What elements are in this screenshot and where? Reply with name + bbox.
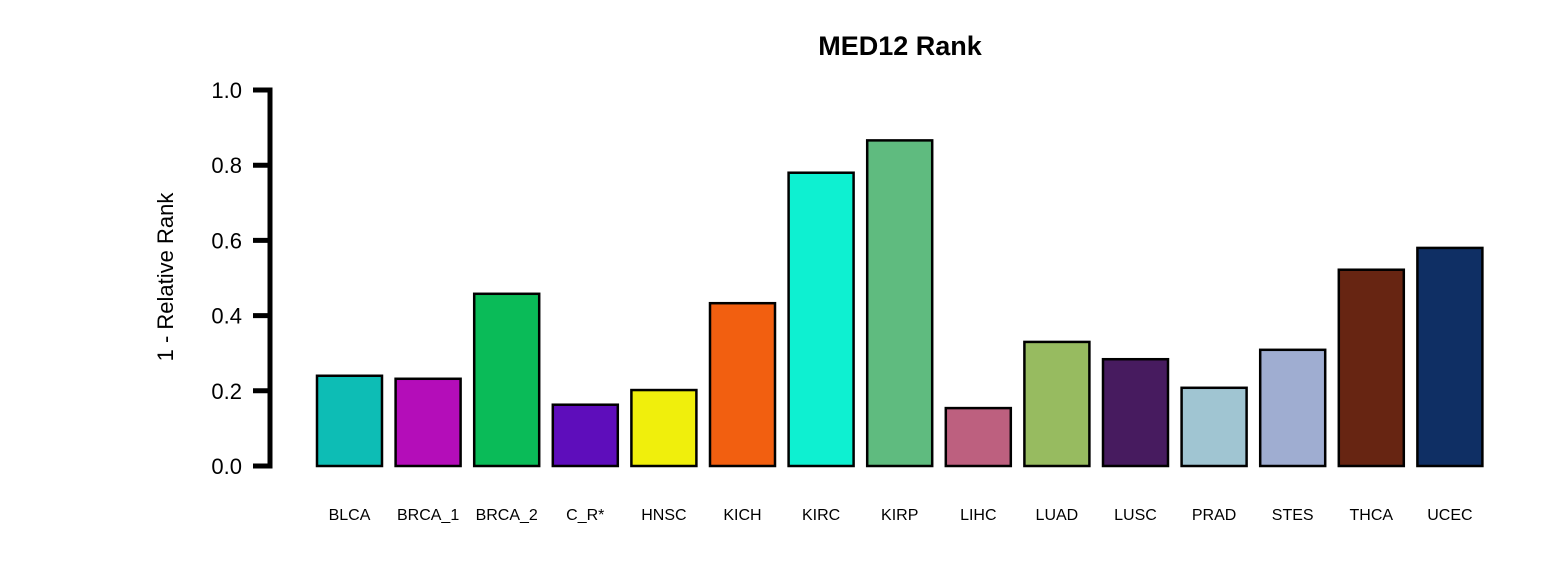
y-axis: 0.0 0.2 0.4 0.6 0.8 1.0 xyxy=(211,78,273,479)
x-tick-label: THCA xyxy=(1350,507,1394,524)
bar-luad xyxy=(1023,340,1091,468)
bar-hnsc xyxy=(630,388,698,468)
bar-prad xyxy=(1180,386,1248,468)
bar-brca-2 xyxy=(472,292,541,468)
y-tick-label: 0.8 xyxy=(211,153,242,178)
x-tick-label: PRAD xyxy=(1192,507,1236,524)
x-tick-label: HNSC xyxy=(641,507,686,524)
x-tick-label: LUAD xyxy=(1036,507,1079,524)
y-tick-label: 1.0 xyxy=(211,78,242,103)
bar-kirp xyxy=(865,139,934,468)
bars-group xyxy=(315,139,1484,468)
x-tick-label: BRCA_1 xyxy=(397,507,459,524)
x-tick-label: BLCA xyxy=(329,507,371,524)
bar-c-r xyxy=(551,403,620,468)
y-axis-label: 1 - Relative Rank xyxy=(153,192,178,362)
bar-lihc xyxy=(944,406,1013,468)
bar-ucec xyxy=(1416,246,1484,468)
bar-brca-1 xyxy=(394,377,462,468)
x-tick-labels: BLCA BRCA_1 BRCA_2 C_R* HNSC KICH KIRC KIRP LIHC… xyxy=(329,507,1473,524)
bar-lusc xyxy=(1101,357,1170,468)
x-tick-label: KIRP xyxy=(881,507,918,524)
x-tick-label: BRCA_2 xyxy=(476,507,538,524)
x-tick-label: LIHC xyxy=(960,507,996,524)
bar-stes xyxy=(1258,348,1327,468)
x-tick-label: KICH xyxy=(723,507,761,524)
chart-title: MED12 Rank xyxy=(818,31,983,61)
x-tick-label: KIRC xyxy=(802,507,840,524)
bar-blca xyxy=(315,374,384,468)
y-tick-label: 0.4 xyxy=(211,304,242,329)
x-tick-label: UCEC xyxy=(1427,507,1472,524)
y-tick-label: 0.0 xyxy=(211,454,242,479)
y-tick-label: 0.6 xyxy=(211,228,242,253)
bar-thca xyxy=(1337,268,1406,468)
y-tick-label: 0.2 xyxy=(211,379,242,404)
bar-kirc xyxy=(787,171,855,468)
bar-kich xyxy=(708,301,777,468)
x-tick-label: STES xyxy=(1272,507,1314,524)
x-tick-label: LUSC xyxy=(1114,507,1157,524)
x-tick-label: C_R* xyxy=(566,507,604,524)
